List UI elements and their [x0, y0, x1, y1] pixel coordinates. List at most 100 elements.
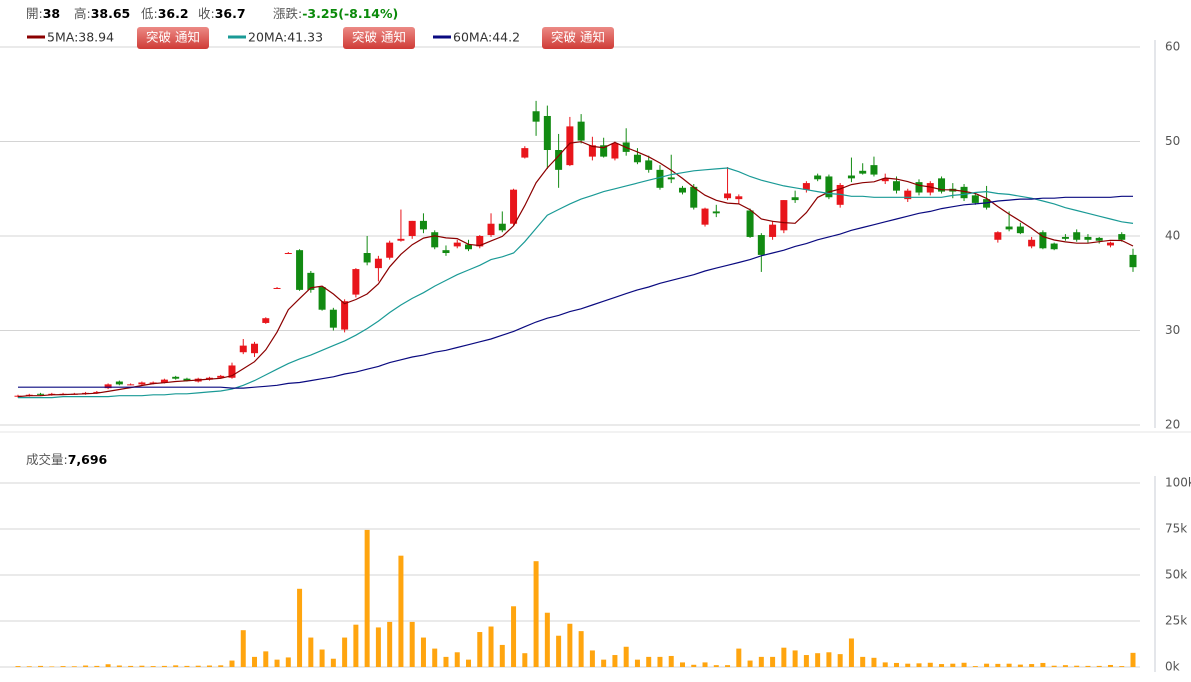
candle-body — [1106, 242, 1114, 246]
header-value: -3.25(-8.14%) — [302, 6, 398, 21]
ma-line — [18, 195, 1133, 389]
volume-bar — [49, 666, 55, 667]
y-tick-label: 100k — [1165, 476, 1191, 490]
candle-body — [273, 287, 281, 289]
candle-body — [904, 190, 912, 200]
alert-button-text[interactable]: 突破 通知 — [352, 30, 406, 45]
candle-body — [780, 200, 788, 231]
y-tick-label: 20 — [1165, 418, 1180, 432]
candle-body — [307, 272, 315, 290]
candle-body — [859, 170, 867, 174]
candle-body — [926, 183, 934, 193]
volume-bar — [713, 665, 719, 667]
candle-body — [374, 258, 382, 269]
alert-button[interactable]: 突破 通知 — [343, 27, 415, 49]
volume-bar — [83, 665, 89, 667]
candle-body — [814, 175, 822, 180]
volume-bar — [285, 657, 291, 667]
alert-button-bg[interactable] — [343, 27, 415, 49]
volume-bar — [353, 624, 359, 667]
volume-bar — [950, 663, 956, 667]
alert-button[interactable]: 突破 通知 — [137, 27, 209, 49]
volume-bar — [229, 660, 235, 667]
volume-bar — [1029, 664, 1035, 667]
volume-bar — [387, 621, 393, 667]
volume-bar — [679, 662, 685, 667]
volume-bar — [826, 652, 832, 667]
header-label: 高: — [74, 6, 91, 21]
candle-body — [521, 148, 529, 158]
volume-bar — [38, 665, 44, 667]
volume-bar — [1096, 665, 1102, 667]
candle-body — [892, 181, 900, 191]
volume-bar — [173, 665, 179, 667]
volume-bar — [116, 665, 122, 667]
volume-bar — [781, 647, 787, 667]
candle-body — [870, 165, 878, 175]
volume-bar — [589, 650, 595, 667]
volume-bar — [218, 665, 224, 667]
alert-button-bg[interactable] — [137, 27, 209, 49]
candle-body — [600, 145, 608, 157]
volume-bar — [409, 621, 415, 667]
header-label: 開: — [26, 6, 43, 21]
volume-bar — [567, 623, 573, 667]
candle-body — [1039, 232, 1047, 249]
candle-body — [498, 223, 506, 231]
volume-bar — [916, 663, 922, 667]
y-tick-label: 30 — [1165, 323, 1180, 337]
volume-bar — [837, 654, 843, 667]
volume-bar — [939, 664, 945, 667]
volume-bar — [927, 662, 933, 667]
header-value: 38 — [43, 6, 60, 21]
candle-body — [386, 242, 394, 258]
candle-body — [419, 220, 427, 230]
candle-body — [408, 220, 416, 236]
candle-body — [971, 195, 979, 203]
volume-bar — [623, 646, 629, 667]
volume-bar — [702, 662, 708, 667]
volume-bar — [578, 631, 584, 667]
candle-body — [611, 143, 619, 159]
candle-body — [104, 384, 112, 389]
alert-button-bg[interactable] — [542, 27, 614, 49]
candle-body — [1028, 239, 1036, 247]
candle-body — [115, 381, 123, 385]
volume-bar — [747, 660, 753, 667]
candle-body — [667, 177, 675, 180]
volume-bar — [893, 662, 899, 667]
volume-bar — [803, 655, 809, 667]
candle-body — [172, 376, 180, 379]
y-tick-label: 40 — [1165, 229, 1180, 243]
candle-body — [442, 250, 450, 254]
volume-bar — [94, 665, 100, 667]
volume-bar — [1107, 664, 1113, 667]
alert-button[interactable]: 突破 通知 — [542, 27, 614, 49]
alert-button-text[interactable]: 突破 通知 — [146, 30, 200, 45]
candle-body — [1005, 226, 1013, 230]
candle-body — [453, 242, 461, 247]
candle-body — [93, 391, 101, 393]
volume-bar — [601, 659, 607, 667]
candle-body — [262, 318, 270, 323]
volume-title-value: 7,696 — [68, 452, 108, 467]
candle-body — [938, 178, 946, 192]
volume-bar — [1051, 665, 1057, 667]
candle-body — [329, 309, 337, 328]
header-item: 漲跌:-3.25(-8.14%) — [273, 6, 398, 21]
header-item: 開:38 — [26, 6, 60, 21]
volume-bar — [691, 664, 697, 667]
ma-line — [17, 141, 1134, 398]
candle-body — [712, 211, 720, 214]
volume-bar — [725, 665, 731, 667]
alert-button-text[interactable]: 突破 通知 — [551, 30, 605, 45]
volume-bar — [1085, 665, 1091, 667]
volume-bar — [770, 656, 776, 667]
header-item: 收:36.7 — [198, 6, 246, 21]
header-value: 38.65 — [91, 6, 131, 21]
volume-bar — [848, 638, 854, 667]
candle-body — [1061, 236, 1069, 239]
candle-body — [160, 379, 168, 383]
volume-bar — [105, 664, 111, 667]
volume-bar — [646, 656, 652, 667]
